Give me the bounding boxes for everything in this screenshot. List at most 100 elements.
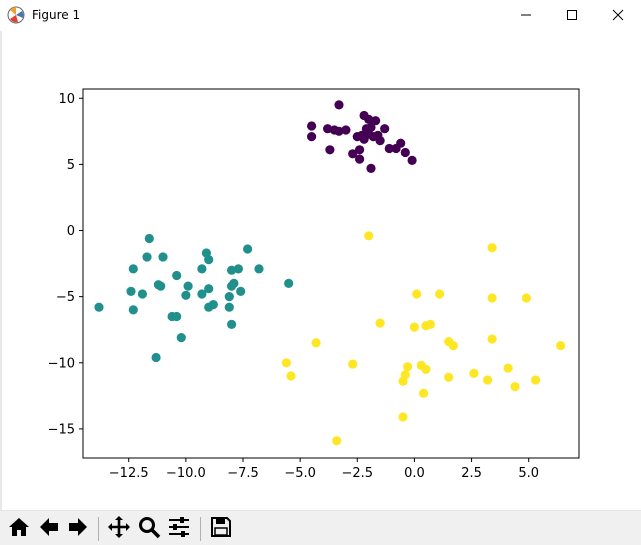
scatter-point xyxy=(208,300,218,310)
scatter-point xyxy=(151,352,161,363)
x-tick-label: 2.5 xyxy=(461,466,482,481)
zoom-button[interactable] xyxy=(135,515,163,543)
x-tick-label: −12.5 xyxy=(109,466,149,481)
arrow-left-icon xyxy=(37,515,61,543)
scatter-point xyxy=(355,154,365,164)
scatter-point xyxy=(197,264,207,274)
scatter-point xyxy=(233,264,243,274)
scatter-point xyxy=(176,333,186,343)
x-tick-label: −7.5 xyxy=(227,466,259,481)
scatter-point xyxy=(444,372,454,382)
scatter-point xyxy=(243,244,253,254)
home-button[interactable] xyxy=(5,515,33,543)
maximize-icon xyxy=(566,6,578,25)
scatter-point xyxy=(281,358,291,368)
maximize-button[interactable] xyxy=(549,0,595,31)
scatter-point xyxy=(236,286,246,296)
scatter-point xyxy=(503,363,513,373)
scatter-point xyxy=(355,145,365,155)
close-icon xyxy=(612,6,624,25)
axes-frame xyxy=(82,88,580,459)
x-tick-label: −2.5 xyxy=(341,466,373,481)
scatter-point xyxy=(556,341,566,351)
scatter-point xyxy=(487,334,497,344)
scatter-point xyxy=(348,359,358,369)
scatter-point xyxy=(384,143,394,154)
configure-subplots-button[interactable] xyxy=(165,515,193,543)
y-tick-label: −15 xyxy=(48,422,75,437)
window-left-edge xyxy=(0,31,2,510)
y-tick-label: 0 xyxy=(67,224,75,239)
y-axis-ticks: 10 5 0 −5 −10 −15 xyxy=(48,92,83,437)
scatter-point xyxy=(128,305,138,315)
scatter-point xyxy=(224,292,234,302)
scatter-point xyxy=(359,134,369,144)
scatter-chart: −12.5 −10.0 −7.5 −5.0 −2.5 0.0 2.5 5.0 10 5 0 −5 −1… xyxy=(48,88,580,481)
scatter-point xyxy=(348,149,358,159)
x-tick-label: 5.0 xyxy=(518,466,539,481)
scatter-point xyxy=(391,143,401,154)
sliders-icon xyxy=(167,515,191,543)
save-button[interactable] xyxy=(207,515,235,543)
scatter-point xyxy=(204,284,214,294)
scatter-point xyxy=(142,252,152,262)
scatter-point xyxy=(421,364,431,374)
toolbar-separator xyxy=(98,517,99,541)
scatter-point xyxy=(341,125,351,135)
scatter-point xyxy=(510,382,520,392)
navigation-toolbar xyxy=(0,510,641,545)
scatter-point xyxy=(403,362,413,372)
scatter-point xyxy=(307,132,317,142)
y-tick-label: 10 xyxy=(58,92,75,107)
y-tick-label: −10 xyxy=(48,356,75,371)
arrow-right-icon xyxy=(66,515,90,543)
move-icon xyxy=(107,515,131,543)
toolbar-separator xyxy=(200,517,201,541)
scatter-point xyxy=(409,322,419,332)
x-tick-label: −10.0 xyxy=(166,466,206,481)
scatter-point xyxy=(448,341,458,351)
scatter-point xyxy=(128,264,138,274)
scatter-point xyxy=(375,136,385,146)
scatter-point xyxy=(227,265,237,275)
scatter-point xyxy=(366,163,376,173)
scatter-point xyxy=(229,278,239,288)
matplotlib-logo-icon xyxy=(7,6,25,24)
scatter-point xyxy=(286,371,296,381)
scatter-point xyxy=(204,255,214,265)
scatter-point xyxy=(172,270,182,281)
scatter-point xyxy=(375,318,385,328)
scatter-point xyxy=(398,412,408,422)
x-tick-label: −5.0 xyxy=(284,466,316,481)
forward-button[interactable] xyxy=(64,515,92,543)
scatter-point xyxy=(364,114,374,124)
scatter-point xyxy=(183,281,193,291)
scatter-point xyxy=(419,388,429,398)
scatter-point xyxy=(284,278,294,288)
pan-button[interactable] xyxy=(105,515,133,543)
home-icon xyxy=(7,515,31,543)
close-button[interactable] xyxy=(595,0,641,31)
scatter-point xyxy=(469,368,479,378)
back-button[interactable] xyxy=(35,515,63,543)
scatter-point xyxy=(435,289,445,299)
figure-canvas[interactable] xyxy=(0,31,641,510)
scatter-points xyxy=(94,100,566,446)
scatter-point xyxy=(483,375,493,385)
scatter-point xyxy=(158,252,168,262)
scatter-point xyxy=(487,293,497,303)
scatter-point xyxy=(334,100,344,110)
minimize-button[interactable] xyxy=(503,0,549,31)
scatter-point xyxy=(366,122,376,132)
x-tick-label: 0.0 xyxy=(404,466,425,481)
scatter-point xyxy=(398,376,408,386)
scatter-point xyxy=(144,233,154,244)
scatter-point xyxy=(521,293,532,303)
y-tick-label: 5 xyxy=(67,158,75,173)
scatter-point xyxy=(307,121,317,131)
scatter-point xyxy=(172,311,182,322)
scatter-point xyxy=(531,375,541,385)
x-axis-ticks: −12.5 −10.0 −7.5 −5.0 −2.5 0.0 2.5 5.0 xyxy=(109,458,539,481)
scatter-point xyxy=(332,436,342,446)
scatter-point xyxy=(425,319,435,329)
